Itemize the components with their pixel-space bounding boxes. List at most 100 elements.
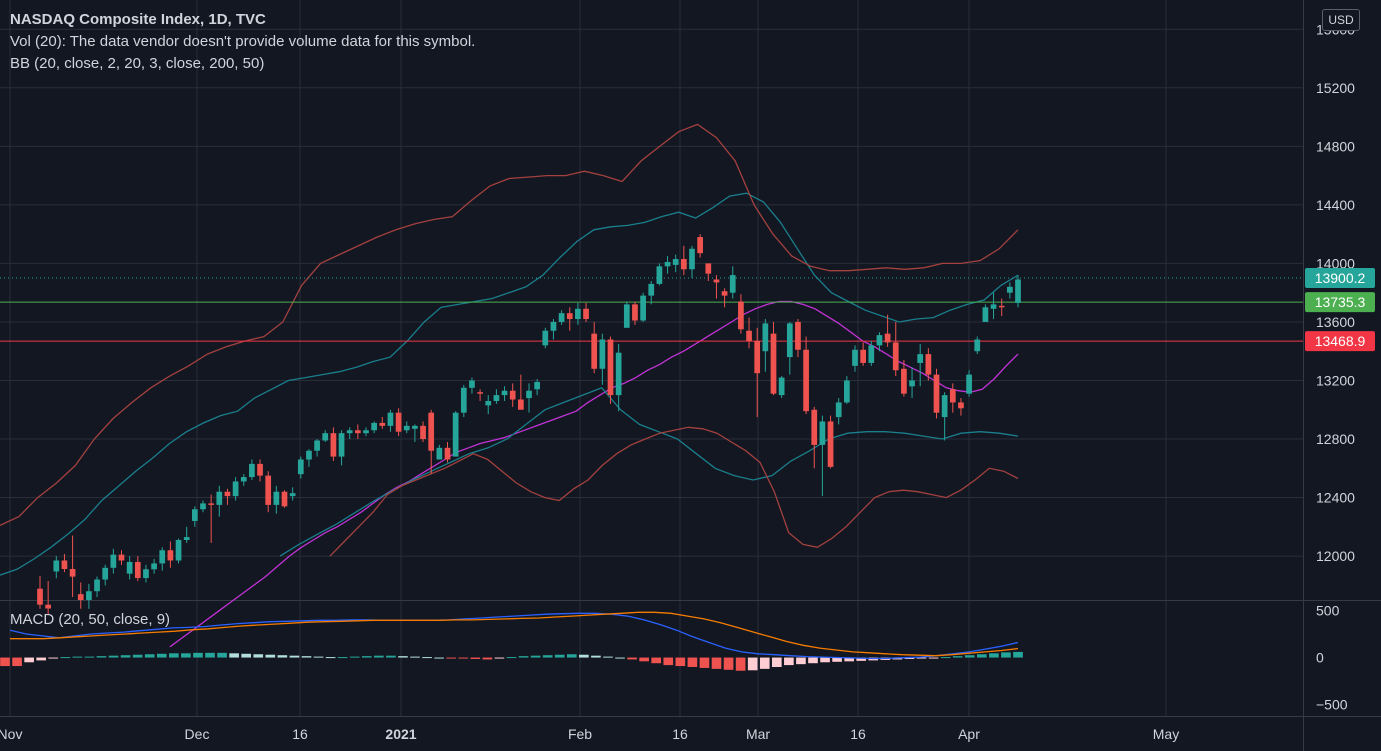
candle: [672, 254, 679, 273]
symbol-title[interactable]: NASDAQ Composite Index, 1D, TVC: [10, 11, 266, 28]
candle-body: [452, 412, 459, 457]
histogram-bar: [699, 657, 710, 668]
histogram-bar: [976, 654, 987, 658]
histogram-bar: [361, 656, 372, 658]
candle-body: [811, 409, 818, 445]
candle: [306, 449, 312, 467]
time-tick-label: Mar: [746, 726, 770, 742]
candle: [452, 411, 459, 457]
currency-button[interactable]: USD: [1322, 9, 1360, 31]
candle-body: [102, 567, 109, 580]
histogram-bar: [928, 657, 939, 659]
red-line-price-tag-text: 13468.9: [1315, 333, 1366, 349]
candle: [925, 348, 932, 381]
histogram-bar: [108, 655, 119, 658]
candle-body: [998, 305, 1005, 308]
histogram-bar: [325, 657, 336, 659]
histogram-bar: [156, 653, 167, 658]
candle-body: [249, 463, 255, 478]
candle-body: [363, 430, 369, 434]
histogram-bar: [181, 653, 191, 658]
candle-body: [892, 342, 899, 371]
histogram-bar: [434, 657, 444, 659]
candle: [729, 266, 736, 299]
candle-body: [542, 330, 549, 346]
candle: [273, 485, 280, 514]
candle: [412, 424, 418, 442]
candle-body: [118, 554, 125, 561]
candle-body: [566, 313, 573, 320]
signal-line: [10, 611, 1019, 657]
candle: [1006, 282, 1013, 299]
histogram-bar: [530, 655, 541, 658]
histogram-bar: [229, 653, 239, 658]
red-line-price-tag-bg: [1305, 331, 1375, 352]
green-line-price-tag-bg: [1305, 292, 1375, 313]
bb-lower-outer-line: [329, 426, 1019, 557]
candle-body: [200, 503, 206, 510]
candle-body: [208, 503, 215, 505]
candle: [477, 389, 483, 401]
candle: [509, 383, 516, 407]
histogram-bar: [241, 653, 252, 658]
histogram-bar: [36, 657, 47, 661]
candle: [493, 389, 500, 404]
bollinger-bands-label[interactable]: BB (20, close, 2, 20, 3, close, 200, 50): [10, 55, 265, 72]
candle-body: [876, 335, 883, 346]
candle-body: [338, 433, 345, 457]
histogram-bar: [747, 657, 758, 671]
histogram-bar: [518, 656, 529, 658]
candle-body: [583, 308, 589, 320]
candle-body: [640, 295, 646, 321]
candle-body: [982, 307, 989, 322]
histogram-bar: [0, 657, 10, 667]
candle-body: [469, 380, 475, 388]
candle: [61, 553, 68, 573]
histogram-bar: [24, 657, 34, 663]
candle: [721, 288, 728, 308]
candle: [566, 307, 573, 331]
last-price-tag: 13900.2: [1305, 268, 1375, 289]
histogram-bar: [832, 657, 842, 662]
macd-tick-label: 0: [1316, 650, 1324, 666]
candle: [680, 245, 687, 276]
histogram-bar: [132, 654, 143, 658]
candle-body: [69, 568, 76, 577]
candle: [338, 430, 345, 466]
candle: [110, 548, 117, 574]
candle: [436, 444, 443, 460]
candles: [37, 234, 1021, 615]
histogram-bar: [458, 657, 469, 659]
candle-body: [1006, 286, 1013, 293]
time-tick-label: Apr: [958, 726, 980, 742]
histogram-bar: [169, 653, 179, 658]
candle: [485, 395, 492, 415]
candle-body: [746, 330, 752, 341]
histogram-bar: [687, 657, 698, 667]
candle-body: [721, 291, 728, 296]
candle: [852, 345, 858, 372]
candle: [762, 319, 769, 372]
time-tick-label: Nov: [0, 726, 22, 742]
macd-indicator-label[interactable]: MACD (20, 50, close, 9): [10, 611, 171, 628]
histogram-bar: [940, 657, 951, 659]
candle-body: [607, 339, 614, 396]
histogram-bar: [374, 655, 384, 658]
histogram-bar: [627, 657, 637, 660]
candle-body: [966, 374, 972, 394]
green-line-price-tag-text: 13735.3: [1315, 294, 1366, 310]
candle: [982, 304, 989, 322]
candle: [583, 302, 589, 322]
time-tick-label: 16: [292, 726, 308, 742]
histogram-bar: [410, 656, 420, 658]
candle-body: [265, 475, 272, 505]
chart-legend: NASDAQ Composite Index, 1D, TVC Vol (20)…: [10, 9, 475, 75]
candle-body: [795, 321, 801, 350]
candle-body: [493, 395, 500, 401]
volume-indicator-note[interactable]: Vol (20): The data vendor doesn't provid…: [10, 33, 476, 50]
candle-body: [460, 387, 467, 413]
candle-body: [868, 345, 875, 363]
candle: [876, 332, 883, 352]
candle: [330, 427, 337, 461]
